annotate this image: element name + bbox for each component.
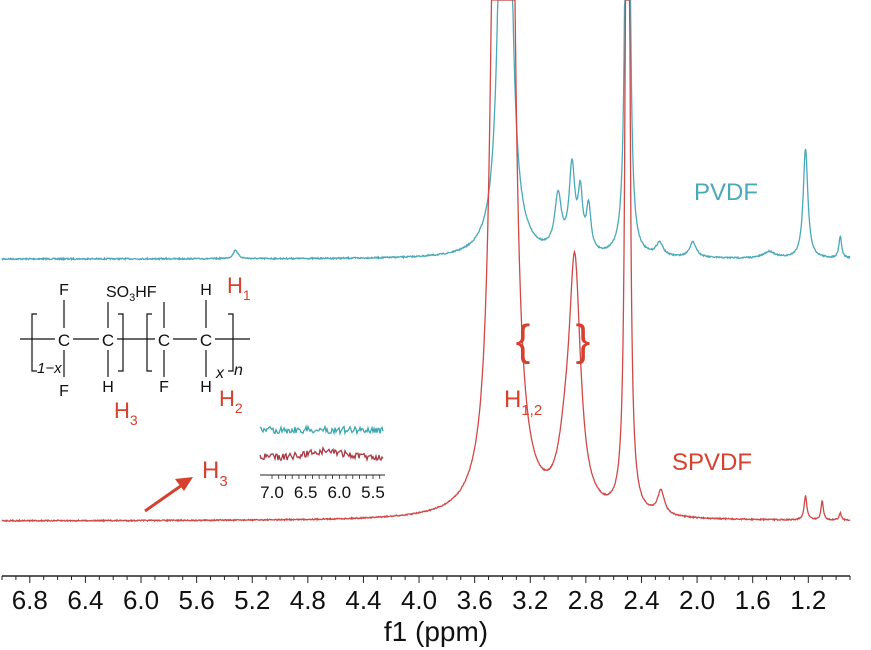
- x-tick-label: 3.2: [512, 585, 548, 615]
- bracket-1-left: [31, 313, 37, 372]
- substituent-f: F: [59, 282, 69, 299]
- left-brace: {: [516, 316, 531, 365]
- x-tick-label: 2.0: [679, 585, 715, 615]
- inset-tick-label: 5.5: [361, 483, 385, 502]
- carbon-atom: C: [200, 331, 212, 350]
- bracket-2-left: [146, 313, 152, 372]
- x-tick-label: 5.2: [234, 585, 270, 615]
- spvdf-legend-label: SPVDF: [672, 449, 752, 476]
- inset-tick-label: 6.0: [328, 483, 352, 502]
- x-tick-label: 2.4: [623, 585, 659, 615]
- h1-label: H1: [227, 273, 251, 303]
- x-tick-label: 6.4: [67, 585, 103, 615]
- x-tick-label: 5.6: [179, 585, 215, 615]
- carbon-atom: C: [158, 331, 170, 350]
- x-tick-label: 3.6: [457, 585, 493, 615]
- repeat-n: n: [234, 362, 243, 379]
- x-tick-label: 4.8: [290, 585, 326, 615]
- repeat-1-minus-x: 1−x: [37, 360, 62, 377]
- bracket-2-right: [228, 313, 234, 372]
- pvdf-legend-label: PVDF: [694, 179, 758, 206]
- x-tick-label: 2.8: [568, 585, 604, 615]
- h3-arrow-annotation: H3: [144, 457, 228, 513]
- x-axis-title: f1 (ppm): [384, 616, 488, 647]
- substituent-h: H: [102, 379, 114, 396]
- inset-tick-label: 6.5: [294, 483, 318, 502]
- x-tick-label: 1.2: [790, 585, 826, 615]
- substituent-h: H: [200, 282, 212, 299]
- x-tick-label: 4.4: [345, 585, 381, 615]
- spvdf-chemical-structure: C C C C F SO3HF H F H F H 1−x x n H1 H2 …: [20, 273, 251, 428]
- x-tick-label: 6.8: [12, 585, 48, 615]
- substituent-h: H: [200, 379, 212, 396]
- carbon-atom: C: [58, 331, 70, 350]
- carbon-atom: C: [102, 331, 114, 350]
- right-brace: }: [576, 316, 591, 365]
- h3-arrow-label: H3: [202, 457, 228, 490]
- pvdf-spectrum-line: [1, 0, 851, 262]
- spvdf-spectrum-line: [1, 0, 851, 523]
- x-tick-label: 4.0: [401, 585, 437, 615]
- h3-label: H3: [114, 398, 138, 428]
- inset-spvdf-line: [259, 445, 384, 463]
- substituent-f: F: [59, 383, 69, 400]
- repeat-x: x: [215, 365, 225, 382]
- h2-label: H2: [219, 386, 243, 416]
- bracket-1-right: [118, 313, 124, 372]
- x-tick-label: 1.6: [735, 585, 771, 615]
- x-tick-label: 6.0: [123, 585, 159, 615]
- h3-arrow-line: [144, 481, 186, 513]
- substituent-f: F: [159, 379, 169, 396]
- substituent-so3hf: SO3HF: [106, 284, 157, 304]
- inset-pvdf-line: [259, 424, 384, 436]
- h12-annotation: H1,2: [504, 386, 542, 419]
- h3-arrow-head: [175, 477, 193, 491]
- x-axis: 6.8 6.4 6.0 5.6 5.2 4.8 4.4 4.0 3.6 3.2 2.8 2.4 2.0 1…: [1, 575, 851, 647]
- inset-tick-label: 7.0: [260, 483, 284, 502]
- inset-plot: 7.0 6.5 6.0 5.5: [259, 424, 385, 502]
